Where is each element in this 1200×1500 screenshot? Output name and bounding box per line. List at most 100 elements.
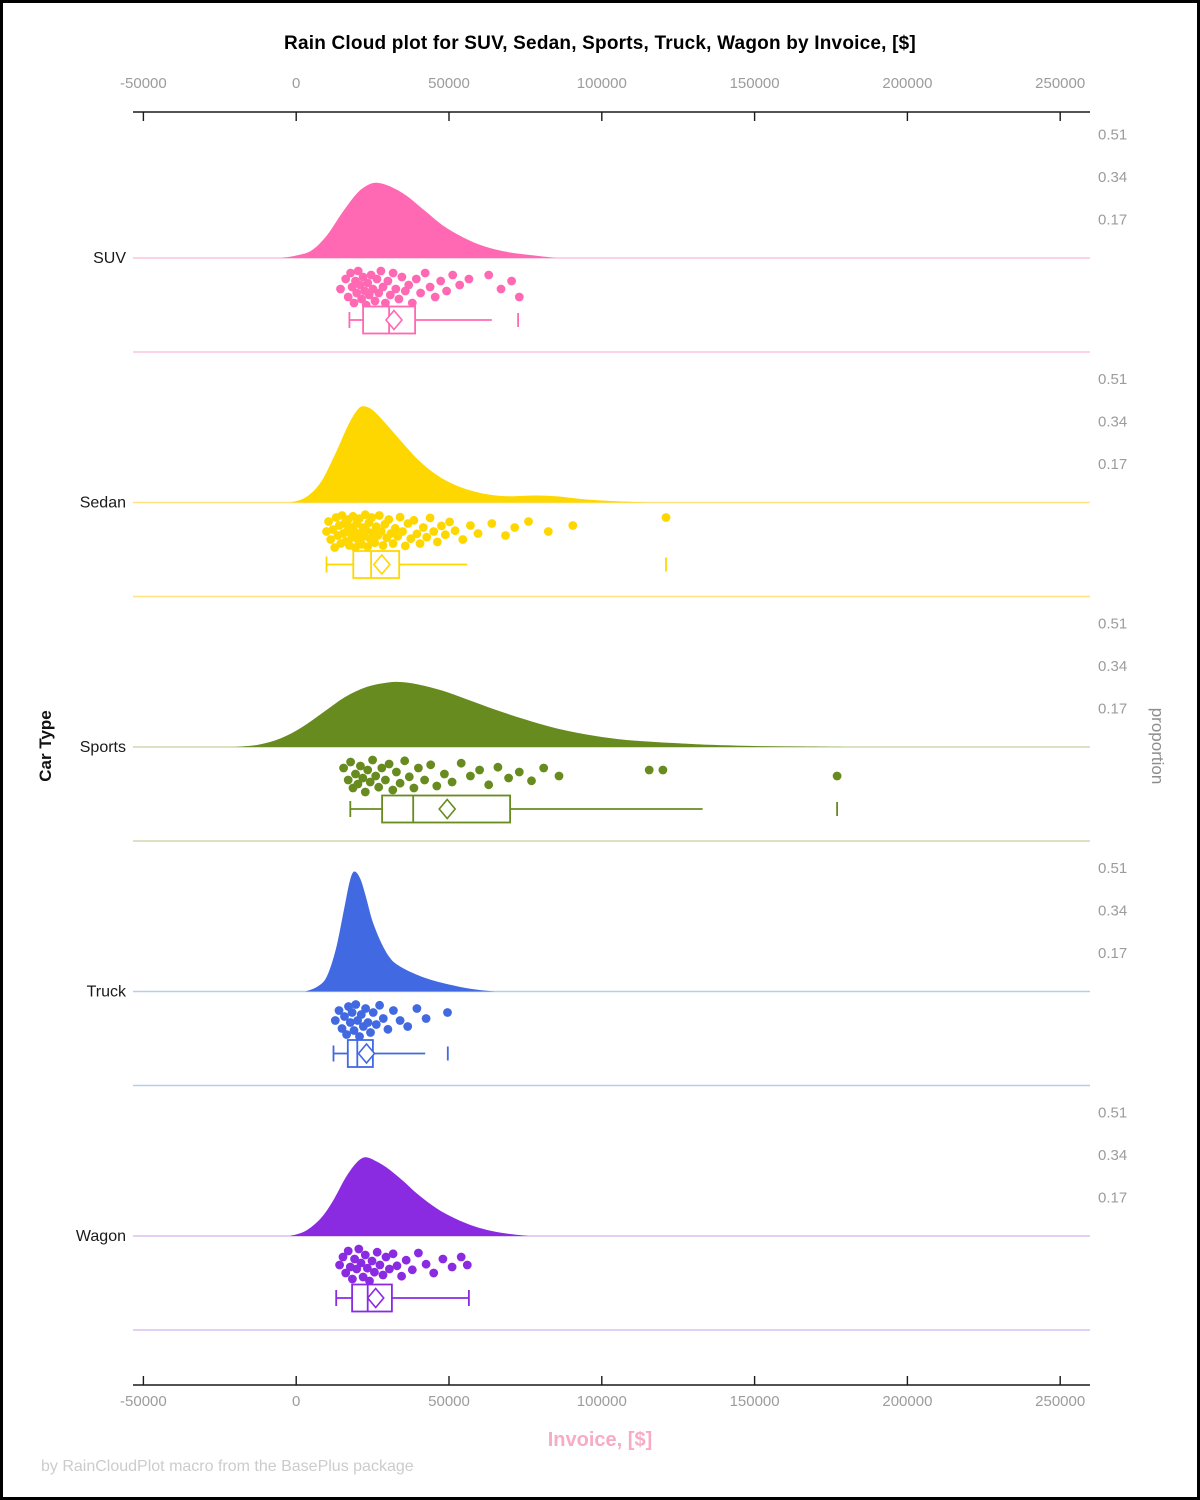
rain-point-suv xyxy=(343,292,353,302)
rain-point-sedan xyxy=(433,537,442,547)
proportion-tick-label-sedan: 0.34 xyxy=(1098,414,1127,431)
rain-point-sports xyxy=(358,773,368,783)
rain-point-truck xyxy=(345,1018,355,1027)
rain-point-suv xyxy=(397,272,407,282)
rain-point-sports xyxy=(409,783,419,793)
rain-point-sports xyxy=(368,755,377,765)
rain-point-sports xyxy=(377,763,387,773)
mean-diamond-suv xyxy=(384,309,404,331)
rain-point-sports xyxy=(514,767,524,777)
rain-point-sedan xyxy=(376,527,386,536)
x-axis-tick-label-bottom: 150000 xyxy=(730,1393,780,1410)
rain-point-suv xyxy=(407,298,417,308)
rain-point-wagon xyxy=(350,1254,359,1264)
rain-point-truck xyxy=(378,1014,388,1023)
rain-point-truck xyxy=(403,1022,413,1031)
right-axis-title: proportion xyxy=(1148,707,1167,785)
rain-point-suv xyxy=(357,294,366,304)
proportion-tick-label-suv: 0.34 xyxy=(1098,169,1127,186)
rain-point-wagon xyxy=(360,1250,370,1260)
rain-point-sports xyxy=(426,760,436,770)
rain-point-sports xyxy=(353,779,363,789)
rain-point-sedan xyxy=(445,517,454,527)
x-axis-tick-label-bottom: 50000 xyxy=(428,1393,470,1410)
rain-point-suv xyxy=(363,278,373,288)
rain-point-sports xyxy=(356,761,365,771)
rain-point-sports xyxy=(832,771,842,781)
rain-point-sedan xyxy=(473,529,483,538)
mean-diamond-sports xyxy=(438,798,457,820)
rain-point-sports xyxy=(371,771,381,781)
x-axis-tick-label-top: -50000 xyxy=(120,75,167,92)
rain-point-truck xyxy=(366,1028,375,1037)
rain-point-wagon xyxy=(401,1255,411,1265)
rain-point-truck xyxy=(351,1000,361,1009)
proportion-tick-label-wagon: 0.17 xyxy=(1098,1190,1127,1207)
rain-point-sports xyxy=(539,763,549,773)
proportion-tick-label-sports: 0.34 xyxy=(1098,658,1127,675)
rain-point-sports xyxy=(381,775,390,785)
rain-point-truck xyxy=(340,1012,349,1021)
rain-point-sedan xyxy=(524,517,533,526)
rain-point-sedan xyxy=(367,513,377,522)
rain-point-sports xyxy=(384,759,394,769)
density-cloud-sedan xyxy=(290,406,648,503)
rain-point-sports xyxy=(392,767,401,777)
rain-point-suv xyxy=(381,298,390,308)
rain-point-sports xyxy=(484,780,494,790)
rain-point-sedan xyxy=(543,527,553,536)
rain-point-truck xyxy=(334,1006,344,1015)
rain-point-sports xyxy=(351,769,360,779)
rain-point-suv xyxy=(353,266,363,276)
rain-point-sedan xyxy=(450,526,460,536)
rain-point-suv xyxy=(391,284,401,294)
rain-point-sports xyxy=(365,777,375,787)
proportion-tick-label-wagon: 0.34 xyxy=(1098,1147,1127,1164)
rain-point-truck xyxy=(412,1004,422,1013)
rain-point-sedan xyxy=(415,539,425,548)
rain-point-sedan xyxy=(437,521,446,531)
rain-point-sports xyxy=(440,769,449,779)
rain-point-truck xyxy=(395,1016,405,1025)
rain-point-suv xyxy=(484,270,494,280)
rain-point-sedan xyxy=(326,535,336,544)
rain-point-sedan xyxy=(568,521,578,530)
category-label-sedan: Sedan xyxy=(80,495,126,512)
rain-point-suv xyxy=(349,298,359,308)
rain-point-sports xyxy=(404,772,414,782)
rain-point-suv xyxy=(416,288,425,298)
category-label-truck: Truck xyxy=(87,984,127,1001)
rain-point-wagon xyxy=(348,1274,357,1284)
rain-point-sports xyxy=(420,775,429,785)
mean-diamond-truck xyxy=(357,1042,376,1065)
rain-point-wagon xyxy=(385,1264,394,1274)
rain-point-suv xyxy=(336,284,345,294)
x-axis-tick-label-bottom: 250000 xyxy=(1035,1393,1085,1410)
rain-point-sedan xyxy=(374,511,384,520)
y-axis-title: Car Type xyxy=(36,710,55,782)
rain-point-sports xyxy=(400,756,410,766)
rain-point-suv xyxy=(370,296,380,306)
x-axis-tick-label-bottom: -50000 xyxy=(120,1393,167,1410)
rain-point-suv xyxy=(388,268,398,278)
proportion-tick-label-truck: 0.51 xyxy=(1098,860,1127,877)
rain-point-sports xyxy=(466,771,475,781)
category-label-wagon: Wagon xyxy=(76,1228,126,1245)
rain-point-suv xyxy=(394,294,404,304)
rain-point-wagon xyxy=(456,1252,466,1262)
proportion-tick-label-suv: 0.51 xyxy=(1098,127,1127,144)
rain-point-suv xyxy=(411,274,421,284)
rain-point-sedan xyxy=(400,541,410,551)
x-axis-tick-label-top: 150000 xyxy=(730,75,780,92)
rain-point-sedan xyxy=(362,526,371,536)
rain-point-wagon xyxy=(372,1247,382,1257)
rain-point-sports xyxy=(343,775,353,785)
rain-point-wagon xyxy=(438,1254,448,1264)
rain-point-truck xyxy=(363,1018,373,1027)
rain-point-suv xyxy=(464,274,474,284)
rain-point-suv xyxy=(507,276,516,286)
rain-point-truck xyxy=(421,1014,431,1023)
rain-point-wagon xyxy=(341,1268,351,1278)
rain-point-sedan xyxy=(429,527,439,536)
rain-point-sports xyxy=(414,763,423,773)
